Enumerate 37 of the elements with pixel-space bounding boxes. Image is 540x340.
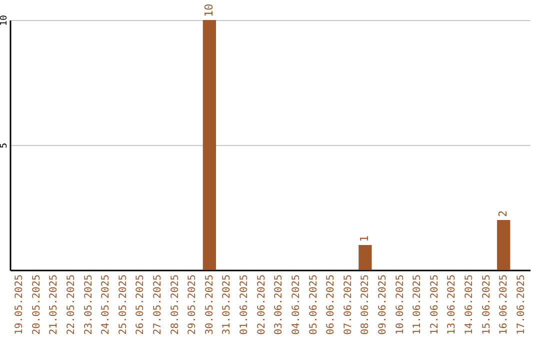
x-tick-label: 09.06.2025 bbox=[377, 274, 388, 335]
bar bbox=[497, 220, 510, 270]
x-tick-label: 27.05.2025 bbox=[152, 274, 164, 335]
data-label: 2 bbox=[496, 210, 510, 217]
x-tick-label: 26.05.2025 bbox=[135, 274, 146, 335]
x-tick-label: 28.05.2025 bbox=[170, 274, 181, 335]
bar bbox=[202, 20, 216, 270]
x-tick-label: 10.06.2025 bbox=[394, 274, 406, 335]
x-tick-label: 23.05.2025 bbox=[83, 274, 94, 335]
x-tick-label: 03.06.2025 bbox=[274, 274, 285, 335]
x-tick-label: 30.05.2025 bbox=[204, 274, 216, 335]
bar bbox=[358, 245, 372, 270]
x-tick-label: 29.05.2025 bbox=[187, 274, 198, 335]
y-tick-label: 5 bbox=[0, 142, 10, 148]
x-tick-label: 21.05.2025 bbox=[48, 274, 60, 335]
x-tick-label: 05.06.2025 bbox=[308, 274, 320, 335]
x-tick-label: 07.06.2025 bbox=[342, 274, 354, 335]
x-tick-label: 16.06.2025 bbox=[498, 274, 510, 335]
data-label: 1 bbox=[358, 235, 372, 242]
x-tick-label: 20.05.2025 bbox=[31, 274, 42, 335]
x-tick-label: 17.06.2025 bbox=[516, 274, 527, 335]
x-tick-label: 19.05.2025 bbox=[14, 274, 26, 335]
x-tick-label: 22.05.2025 bbox=[66, 274, 77, 335]
x-tick-label: 06.06.2025 bbox=[326, 274, 337, 335]
x-tick-label: 31.05.2025 bbox=[222, 274, 233, 335]
x-tick-label: 04.06.2025 bbox=[290, 274, 302, 335]
x-tick-label: 15.06.2025 bbox=[481, 274, 492, 335]
x-tick-label: 12.06.2025 bbox=[429, 274, 440, 335]
x-tick-label: 11.06.2025 bbox=[412, 274, 424, 335]
x-tick-label: 24.05.2025 bbox=[100, 274, 112, 335]
x-tick-label: 25.05.2025 bbox=[118, 274, 129, 335]
x-tick-label: 14.06.2025 bbox=[464, 274, 475, 335]
data-label: 10 bbox=[202, 4, 216, 17]
x-tick-label: 01.06.2025 bbox=[239, 274, 250, 335]
x-tick-label: 08.06.2025 bbox=[360, 274, 372, 335]
x-tick-label: 02.06.2025 bbox=[256, 274, 268, 335]
x-tick-label: 13.06.2025 bbox=[446, 274, 458, 335]
